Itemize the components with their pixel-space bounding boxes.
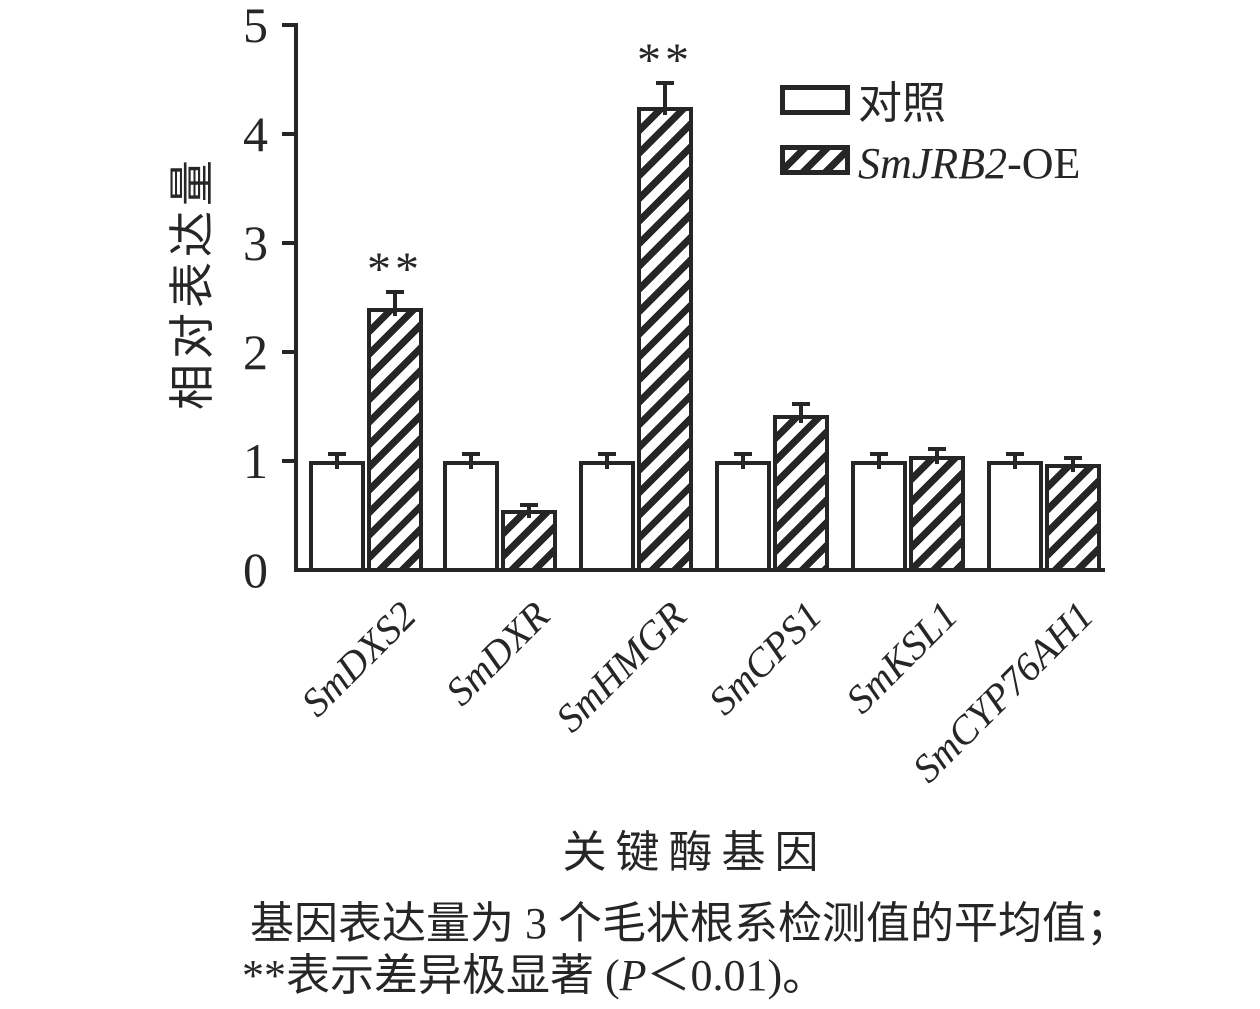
caption-line-2-prefix: **表示差异极显著 ( (242, 951, 620, 1000)
caption-line-1: 基因表达量为 3 个毛状根系检测值的平均值； (250, 899, 1130, 948)
y-tick-label: 1 (243, 433, 268, 489)
x-tick-label-SmHMGR: SmHMGR (546, 592, 695, 741)
y-tick (282, 132, 296, 136)
legend-label-control: 对照 (858, 79, 946, 128)
legend-swatch-control (780, 85, 850, 115)
caption-line-2: **表示差异极显著 (P＜0.01)。 (242, 950, 826, 1002)
bar-control-SmDXS2 (309, 461, 365, 572)
legend-label-oe-suffix: -OE (1007, 139, 1081, 188)
error-bar-cap (462, 452, 480, 456)
legend-label-oe: SmJRB2-OE (858, 140, 1080, 188)
error-bar-cap (656, 81, 674, 85)
y-axis-line (294, 23, 298, 572)
y-tick (282, 241, 296, 245)
bar-oe-SmCYP76AH1 (1045, 464, 1101, 572)
error-bar-stem (393, 294, 397, 316)
error-bar-stem (335, 456, 339, 469)
caption-line-2-suffix: ＜0.01)。 (646, 951, 827, 1000)
error-bar-stem (741, 456, 745, 469)
bar-control-SmDXR (443, 461, 499, 572)
error-bar-stem (605, 456, 609, 469)
y-tick (282, 350, 296, 354)
bar-control-SmKSL1 (851, 461, 907, 572)
y-tick-label: 3 (243, 215, 268, 271)
x-tick-label-SmKSL1: SmKSL1 (837, 592, 967, 722)
error-bar-cap (520, 503, 538, 507)
error-bar-cap (386, 290, 404, 294)
error-bar-stem (799, 406, 803, 423)
error-bar-cap (792, 402, 810, 406)
y-tick-label: 5 (243, 0, 268, 53)
error-bar-cap (1064, 456, 1082, 460)
error-bar-stem (527, 507, 531, 518)
error-bar-stem (935, 451, 939, 464)
y-tick (282, 459, 296, 463)
bar-oe-SmDXR (501, 510, 557, 572)
error-bar-stem (877, 456, 881, 469)
y-tick-label: 0 (243, 542, 268, 598)
significance-marker: ** (367, 243, 423, 296)
error-bar-cap (598, 452, 616, 456)
significance-marker: ** (637, 34, 693, 87)
bar-oe-SmDXS2 (367, 308, 423, 572)
bar-oe-SmHMGR (637, 107, 693, 572)
x-tick-label-SmDXS2: SmDXS2 (292, 592, 425, 725)
y-tick-label: 2 (243, 324, 268, 380)
error-bar-cap (1006, 452, 1024, 456)
legend-label-oe-gene: SmJRB2 (858, 139, 1008, 188)
caption-line-2-pvalue: P (619, 951, 647, 1000)
bar-control-SmHMGR (579, 461, 635, 572)
error-bar-stem (1013, 456, 1017, 469)
error-bar-cap (870, 452, 888, 456)
x-tick-label-SmDXR: SmDXR (437, 592, 559, 714)
x-tick-label-SmCPS1: SmCPS1 (699, 592, 831, 724)
error-bar-cap (328, 452, 346, 456)
error-bar-cap (734, 452, 752, 456)
bar-oe-SmCPS1 (773, 415, 829, 572)
bar-control-SmCYP76AH1 (987, 461, 1043, 572)
x-axis-title: 关键酶基因 (562, 828, 828, 877)
error-bar-stem (663, 85, 667, 115)
bar-oe-SmKSL1 (909, 456, 965, 572)
error-bar-cap (928, 447, 946, 451)
error-bar-stem (1071, 460, 1075, 472)
y-tick-label: 4 (243, 106, 268, 162)
x-axis-line (294, 568, 1105, 572)
bar-control-SmCPS1 (715, 461, 771, 572)
legend-swatch-oe (780, 145, 850, 175)
error-bar-stem (469, 456, 473, 469)
y-tick (282, 23, 296, 27)
